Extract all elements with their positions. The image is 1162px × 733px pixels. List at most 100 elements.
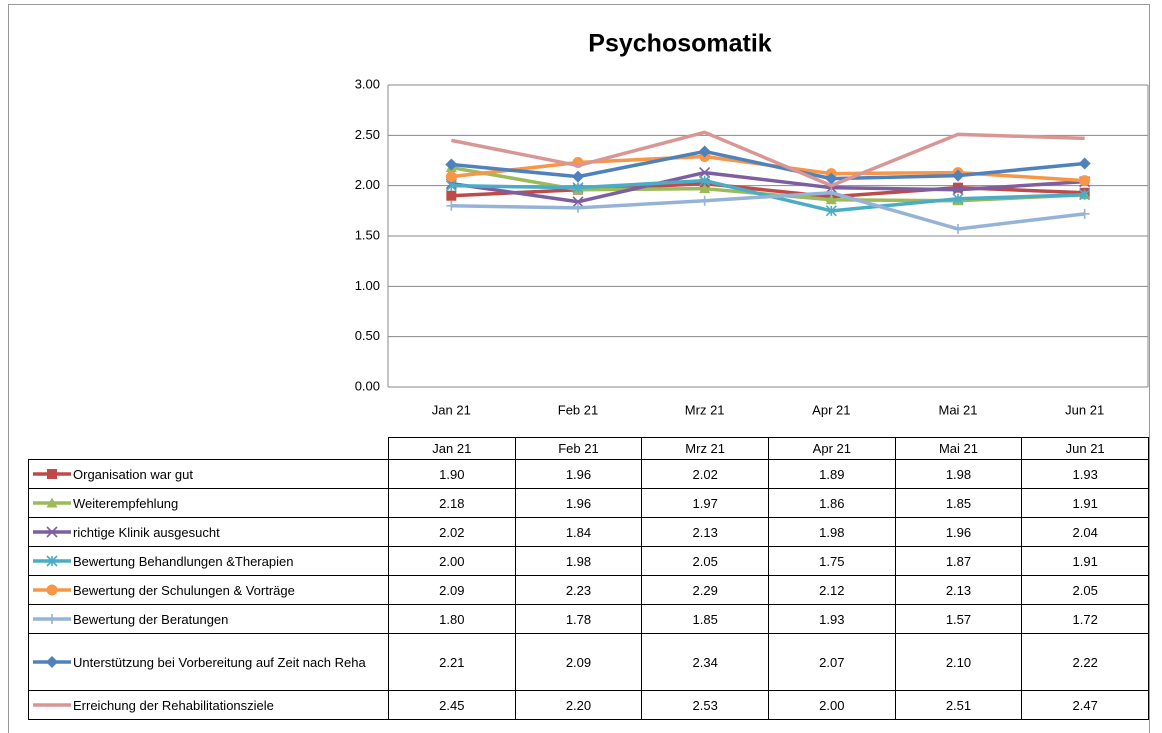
table-header: Mai 21 <box>894 437 1023 460</box>
table-value: 1.96 <box>514 459 643 489</box>
table-value: 2.07 <box>768 633 896 691</box>
table-value: 1.87 <box>894 546 1023 576</box>
marker <box>825 205 837 217</box>
x-tick-label: Jan 21 <box>432 402 471 417</box>
table-value: 1.57 <box>894 604 1023 634</box>
table-value: 2.29 <box>641 575 769 605</box>
marker-part <box>825 194 837 205</box>
marker-part <box>46 656 58 668</box>
marker-part <box>952 184 964 196</box>
marker-part <box>572 170 584 183</box>
table-value: 2.12 <box>768 575 896 605</box>
legend-label: Erreichung der Rehabilitationsziele <box>73 697 274 713</box>
marker <box>46 584 58 596</box>
legend-label: richtige Klinik ausgesucht <box>73 524 220 540</box>
marker <box>698 145 711 158</box>
table-header: Feb 21 <box>514 437 643 460</box>
y-tick-label: 1.00 <box>355 278 380 293</box>
table-value: 2.18 <box>388 488 516 518</box>
marker <box>699 183 711 194</box>
legend-cell: Bewertung der Beratungen <box>28 604 389 634</box>
table-value: 2.34 <box>641 633 769 691</box>
table-value: 2.09 <box>514 633 643 691</box>
table-header: Apr 21 <box>768 437 896 460</box>
marker-part <box>1079 175 1091 187</box>
marker <box>572 196 584 208</box>
marker-part <box>46 497 58 508</box>
marker <box>446 190 457 201</box>
legend-label: Organisation war gut <box>73 466 193 482</box>
marker <box>825 172 838 185</box>
x-tick-label: Jun 21 <box>1065 402 1104 417</box>
marker <box>445 158 458 171</box>
marker <box>47 469 57 479</box>
table-value: 2.05 <box>1021 575 1149 605</box>
legend-cell: Unterstützung bei Vorbereitung auf Zeit … <box>28 633 389 691</box>
x-tick-label: Mai 21 <box>938 402 977 417</box>
marker-part <box>699 183 711 194</box>
marker <box>953 182 963 193</box>
table-value: 1.80 <box>388 604 516 634</box>
table-value: 2.22 <box>1021 633 1149 691</box>
chart-border <box>8 4 1150 733</box>
marker <box>1079 208 1090 219</box>
table-header: Mrz 21 <box>641 437 769 460</box>
table-value: 1.85 <box>894 488 1023 518</box>
legend-label: Bewertung Behandlungen &Therapien <box>73 553 294 569</box>
table-value: 2.53 <box>641 690 769 720</box>
legend-key <box>33 614 71 624</box>
marker <box>445 171 457 183</box>
marker <box>446 200 457 211</box>
table-value: 1.91 <box>1021 488 1149 518</box>
marker <box>1078 157 1091 170</box>
legend-cell: Bewertung Behandlungen &Therapien <box>28 546 389 576</box>
table-value: 2.04 <box>1021 517 1149 547</box>
marker <box>699 195 710 206</box>
y-tick-label: 1.50 <box>355 227 380 242</box>
table-value: 1.93 <box>1021 459 1149 489</box>
legend-key <box>33 469 71 479</box>
table-value: 1.96 <box>894 517 1023 547</box>
marker <box>573 202 583 213</box>
legend-cell: Weiterempfehlung <box>28 488 389 518</box>
table-value: 2.00 <box>388 546 516 576</box>
marker-part <box>825 172 838 185</box>
legend-key <box>33 584 71 596</box>
marker-part <box>446 190 457 201</box>
table-value: 2.20 <box>514 690 643 720</box>
marker-part <box>1078 157 1091 170</box>
marker <box>952 193 964 205</box>
series-line <box>451 190 1085 231</box>
marker-part <box>699 167 711 179</box>
table-value: 2.23 <box>514 575 643 605</box>
marker <box>572 182 584 194</box>
legend-key <box>33 555 71 567</box>
marker-part <box>698 145 711 158</box>
table-header: Jun 21 <box>1021 437 1149 460</box>
legend-cell: Organisation war gut <box>28 459 389 489</box>
table-value: 2.05 <box>641 546 769 576</box>
table-value: 2.09 <box>388 575 516 605</box>
table-value: 2.51 <box>894 690 1023 720</box>
marker <box>699 175 711 187</box>
x-tick-label: Feb 21 <box>558 402 598 417</box>
series-line <box>450 130 1085 188</box>
legend-label: Bewertung der Beratungen <box>73 611 229 627</box>
y-tick-label: 0.00 <box>355 378 380 393</box>
table-value: 1.98 <box>514 546 643 576</box>
marker-part <box>953 182 963 193</box>
marker <box>1079 189 1091 201</box>
table-value: 1.84 <box>514 517 643 547</box>
legend-label: Bewertung der Schulungen & Vorträge <box>73 582 295 598</box>
y-tick-label: 2.00 <box>355 177 380 192</box>
x-tick-label: Apr 21 <box>812 402 850 417</box>
marker <box>1079 175 1091 187</box>
table-value: 1.91 <box>1021 546 1149 576</box>
marker-part <box>46 584 58 596</box>
table-value: 1.97 <box>641 488 769 518</box>
marker <box>572 170 584 183</box>
marker-part <box>47 469 57 479</box>
table-value: 1.85 <box>641 604 769 634</box>
x-tick-label: Mrz 21 <box>685 402 725 417</box>
legend-label: Unterstützung bei Vorbereitung auf Zeit … <box>73 654 366 670</box>
